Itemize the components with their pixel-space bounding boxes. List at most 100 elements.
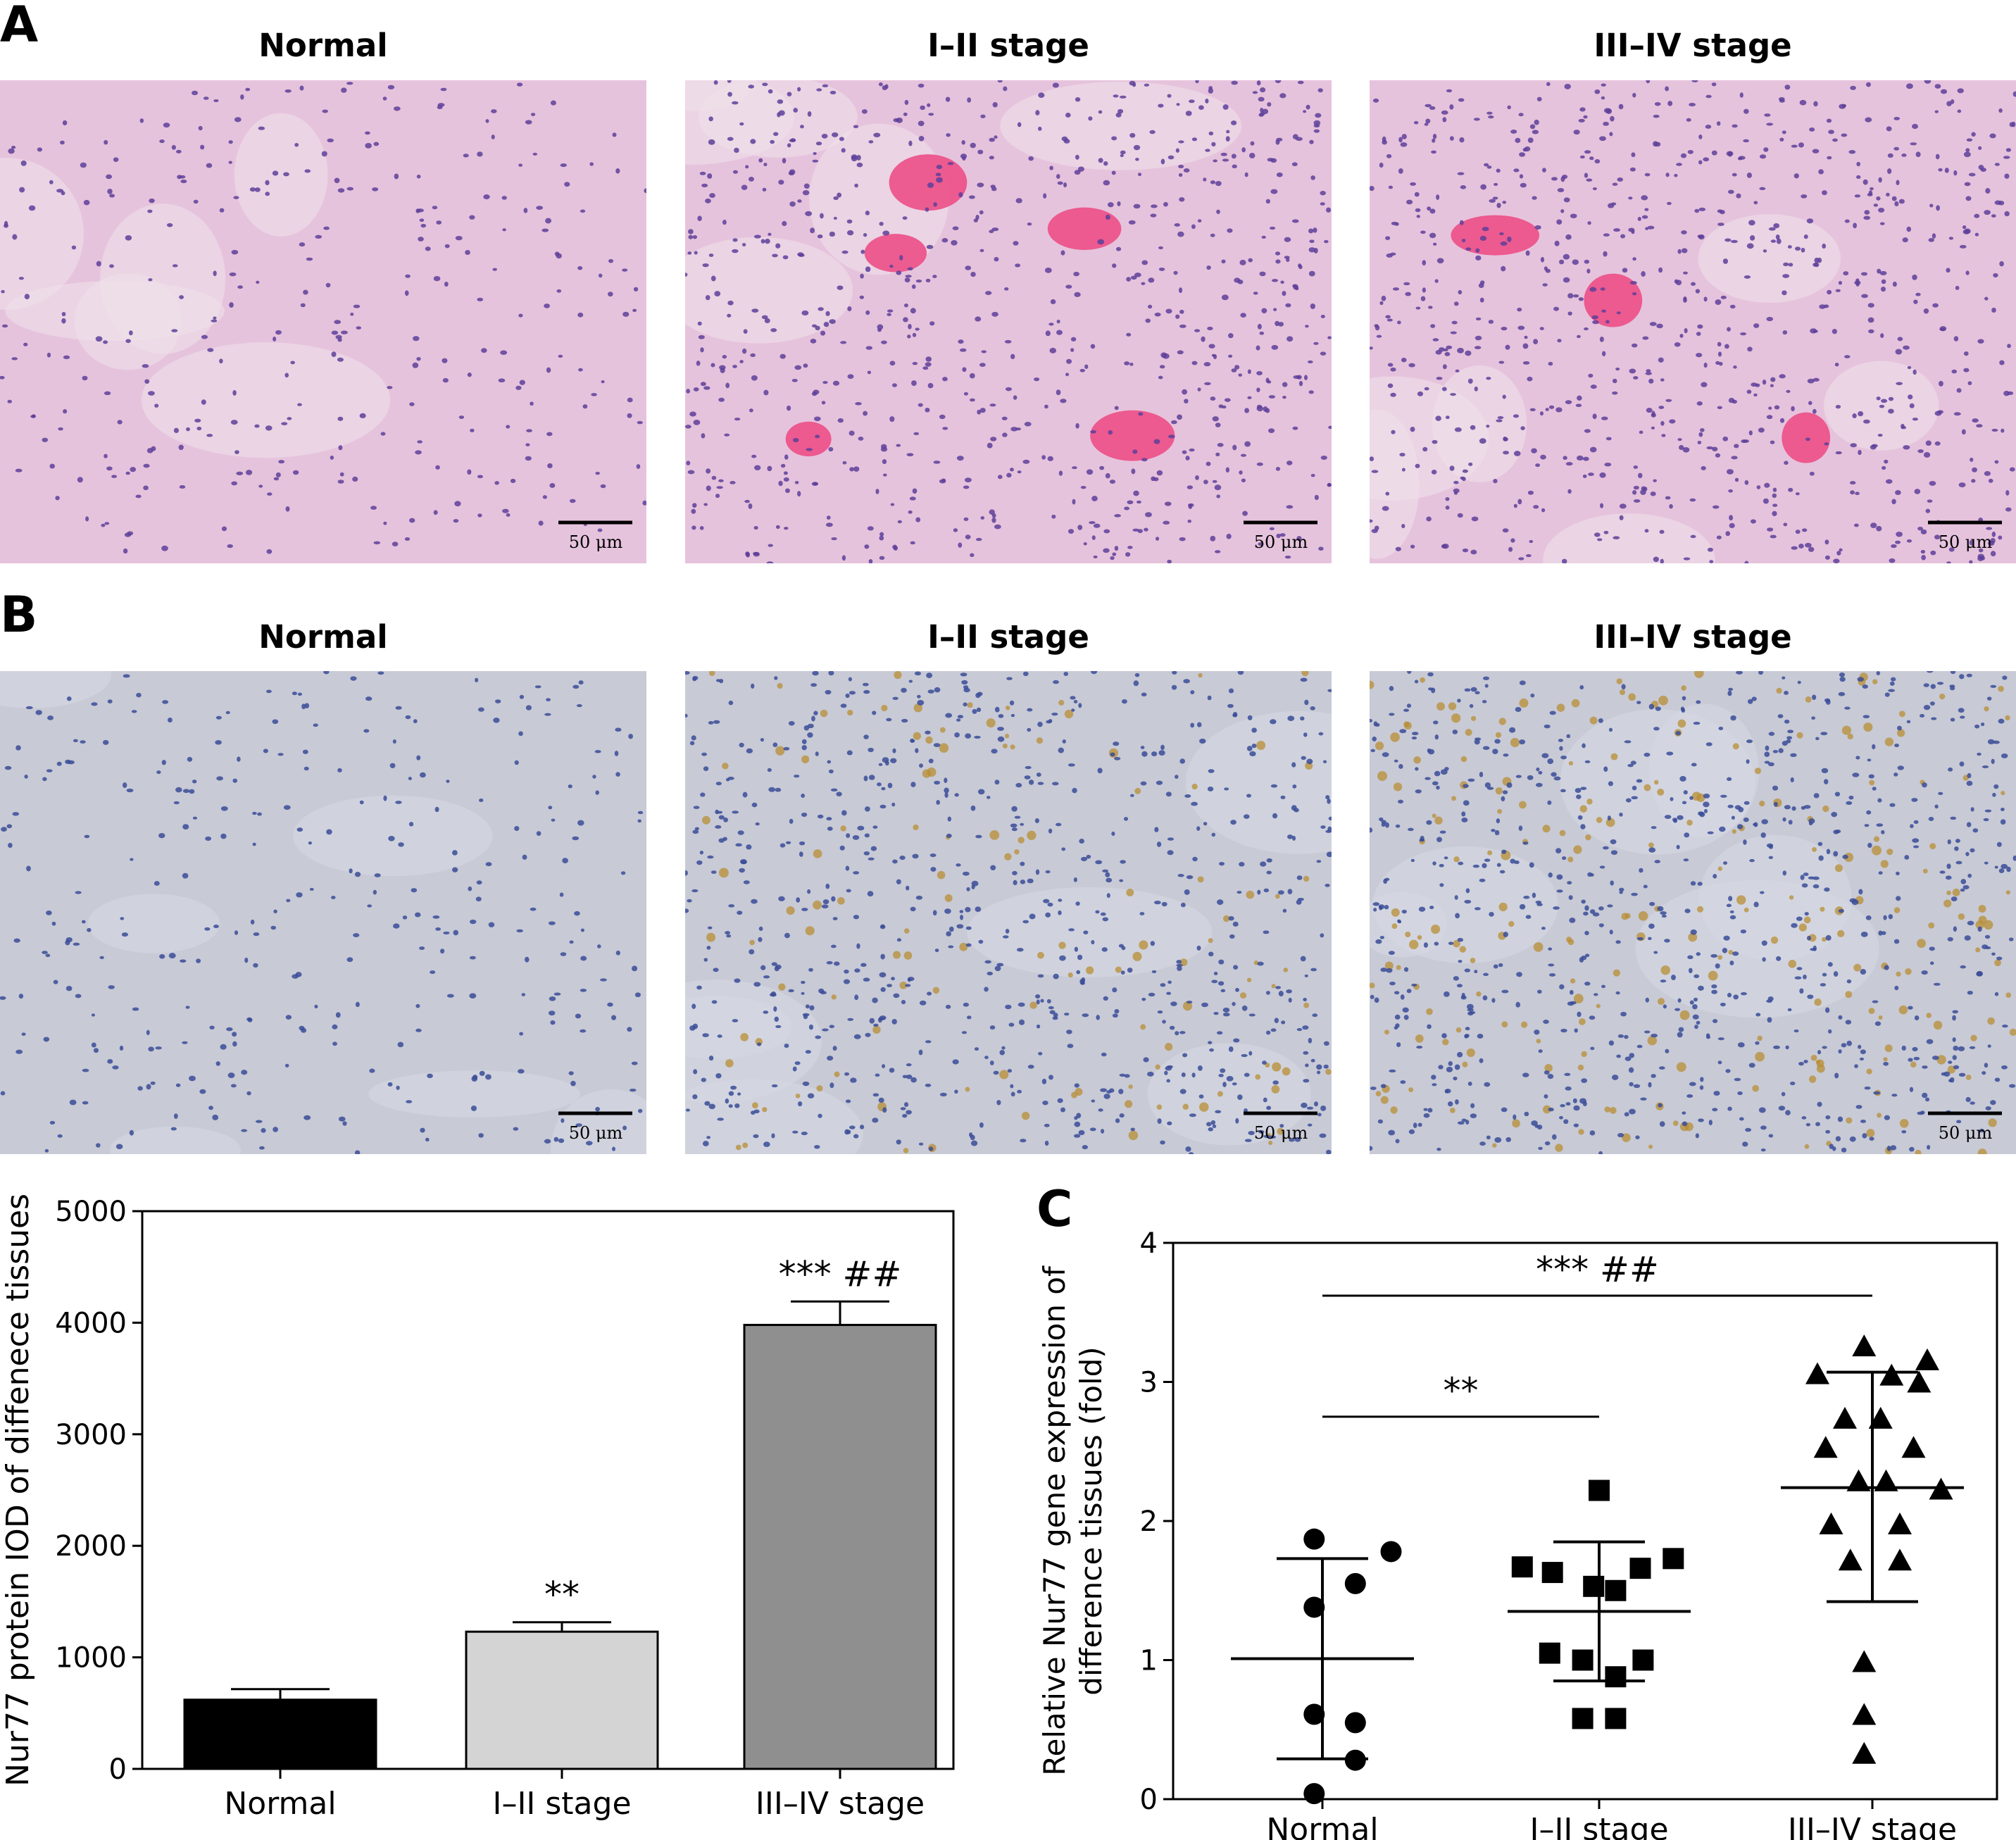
cell-nucleus — [792, 1130, 799, 1134]
cell-nucleus — [1740, 992, 1747, 996]
positive-stain — [1058, 941, 1066, 949]
cell-nucleus — [868, 747, 874, 753]
cell-nucleus — [173, 1113, 178, 1119]
cell-nucleus — [1281, 1020, 1286, 1025]
cell-nucleus — [112, 1065, 119, 1070]
cell-nucleus — [802, 1081, 810, 1087]
cell-nucleus — [159, 953, 165, 959]
blood-vessel — [864, 234, 927, 273]
cell-nucleus — [1601, 96, 1605, 100]
cell-nucleus — [633, 287, 639, 292]
cell-nucleus — [1572, 1098, 1577, 1103]
cell-nucleus — [1872, 1000, 1879, 1003]
cell-nucleus — [929, 321, 935, 326]
cell-nucleus — [1241, 1005, 1248, 1011]
positive-stain — [740, 1033, 749, 1041]
cell-nucleus — [1778, 748, 1784, 753]
cell-nucleus — [1525, 553, 1532, 558]
cell-nucleus — [867, 526, 874, 531]
positive-stain — [778, 983, 786, 991]
cell-nucleus — [219, 358, 223, 364]
cell-nucleus — [1876, 525, 1882, 532]
positive-stain — [1776, 687, 1782, 694]
cell-nucleus — [436, 220, 442, 225]
cell-nucleus — [1210, 1120, 1216, 1125]
cell-nucleus — [1950, 99, 1955, 104]
cell-nucleus — [1670, 975, 1676, 981]
cell-nucleus — [1922, 782, 1927, 788]
cell-nucleus — [21, 1032, 26, 1036]
cell-nucleus — [1779, 418, 1785, 423]
cell-nucleus — [175, 787, 182, 793]
positive-stain — [1417, 934, 1422, 940]
cell-nucleus — [1632, 785, 1637, 791]
cell-nucleus — [1479, 438, 1486, 444]
cell-nucleus — [881, 787, 886, 791]
cell-nucleus — [1209, 1048, 1214, 1052]
cell-nucleus — [1385, 492, 1390, 496]
cell-nucleus — [793, 108, 799, 113]
cell-nucleus — [265, 180, 270, 186]
cell-nucleus — [908, 140, 913, 146]
pale-region — [1000, 81, 1241, 170]
cell-nucleus — [1803, 234, 1808, 239]
positive-stain — [913, 732, 921, 740]
cell-nucleus — [1186, 875, 1194, 880]
cell-nucleus — [1475, 335, 1482, 341]
cell-nucleus — [1077, 166, 1084, 172]
cell-nucleus — [1459, 137, 1465, 143]
cell-nucleus — [1557, 339, 1562, 343]
cell-nucleus — [234, 930, 239, 935]
cell-nucleus — [1728, 489, 1734, 493]
cell-nucleus — [353, 933, 360, 938]
cell-nucleus — [861, 109, 868, 114]
cell-nucleus — [1111, 831, 1115, 837]
cell-nucleus — [1415, 767, 1419, 771]
cell-nucleus — [979, 1122, 984, 1128]
cell-nucleus — [1764, 751, 1770, 758]
cell-nucleus — [1765, 745, 1770, 751]
cell-nucleus — [1972, 418, 1979, 423]
cell-nucleus — [1022, 459, 1030, 464]
cell-nucleus — [1696, 332, 1701, 336]
cell-nucleus — [1576, 794, 1582, 799]
cell-nucleus — [1049, 165, 1053, 170]
cell-nucleus — [865, 266, 871, 273]
cell-nucleus — [1024, 421, 1032, 427]
cell-nucleus — [1801, 806, 1806, 810]
cell-nucleus — [1189, 1113, 1196, 1118]
cell-nucleus — [470, 1105, 477, 1111]
cell-nucleus — [910, 541, 915, 545]
cell-nucleus — [856, 943, 860, 949]
cell-nucleus — [1107, 202, 1114, 208]
cell-nucleus — [1764, 482, 1770, 488]
cell-nucleus — [1854, 523, 1859, 527]
cell-nucleus — [1494, 1137, 1502, 1143]
cell-nucleus — [1565, 1086, 1572, 1091]
cell-nucleus — [413, 336, 420, 342]
cell-nucleus — [1753, 323, 1760, 328]
cell-nucleus — [1464, 688, 1471, 692]
cell-nucleus — [961, 680, 968, 685]
cell-nucleus — [1165, 308, 1172, 314]
cell-nucleus — [1486, 1135, 1491, 1140]
cell-nucleus — [1061, 847, 1066, 851]
cell-nucleus — [1465, 350, 1472, 356]
cell-nucleus — [1465, 1027, 1470, 1031]
cell-nucleus — [1389, 982, 1396, 986]
cell-nucleus — [1379, 817, 1384, 822]
cell-nucleus — [1925, 508, 1931, 513]
cell-nucleus — [1415, 789, 1422, 794]
cell-nucleus — [1717, 1060, 1722, 1065]
cell-nucleus — [1557, 188, 1565, 193]
cell-nucleus — [1370, 519, 1373, 523]
cell-nucleus — [569, 499, 576, 503]
cell-nucleus — [1827, 962, 1833, 967]
positive-stain — [1845, 991, 1853, 999]
cell-nucleus — [879, 535, 884, 541]
cell-nucleus — [148, 278, 153, 282]
cell-nucleus — [1646, 369, 1651, 373]
cell-nucleus — [685, 713, 688, 718]
cell-nucleus — [1042, 1101, 1048, 1106]
cell-nucleus — [1628, 227, 1635, 232]
